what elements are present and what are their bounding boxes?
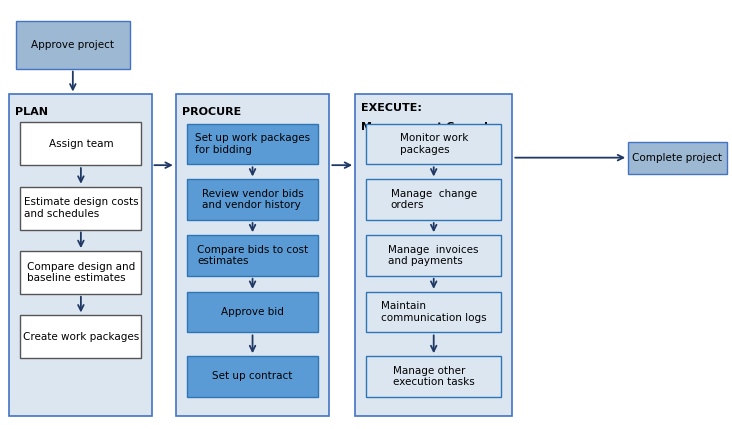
- FancyBboxPatch shape: [20, 251, 141, 294]
- FancyBboxPatch shape: [187, 179, 318, 220]
- FancyBboxPatch shape: [366, 356, 501, 397]
- FancyBboxPatch shape: [20, 187, 141, 230]
- Text: Manage  change
orders: Manage change orders: [391, 189, 477, 211]
- Text: Compare bids to cost
estimates: Compare bids to cost estimates: [197, 245, 308, 266]
- Text: Maintain
communication logs: Maintain communication logs: [381, 301, 487, 323]
- Text: Review vendor bids
and vendor history: Review vendor bids and vendor history: [201, 189, 304, 211]
- FancyBboxPatch shape: [176, 94, 329, 416]
- Text: Create work packages: Create work packages: [23, 332, 139, 342]
- FancyBboxPatch shape: [366, 124, 501, 164]
- FancyBboxPatch shape: [187, 235, 318, 276]
- Text: EXECUTE:: EXECUTE:: [361, 103, 422, 113]
- FancyBboxPatch shape: [366, 179, 501, 220]
- FancyBboxPatch shape: [355, 94, 512, 416]
- FancyBboxPatch shape: [187, 356, 318, 397]
- Text: Set up work packages
for bidding: Set up work packages for bidding: [195, 133, 310, 155]
- FancyBboxPatch shape: [366, 235, 501, 276]
- Text: Compare design and
baseline estimates: Compare design and baseline estimates: [27, 262, 135, 283]
- FancyBboxPatch shape: [20, 122, 141, 165]
- Text: Management Console: Management Console: [361, 122, 496, 132]
- FancyBboxPatch shape: [16, 21, 130, 69]
- Text: Approve project: Approve project: [31, 40, 114, 50]
- Text: PLAN: PLAN: [15, 107, 48, 117]
- Text: Complete project: Complete project: [632, 153, 722, 163]
- FancyBboxPatch shape: [187, 292, 318, 332]
- Text: Estimate design costs
and schedules: Estimate design costs and schedules: [23, 197, 138, 219]
- FancyBboxPatch shape: [9, 94, 152, 416]
- FancyBboxPatch shape: [366, 292, 501, 332]
- Text: Approve bid: Approve bid: [221, 307, 284, 317]
- Text: Manage  invoices
and payments: Manage invoices and payments: [389, 245, 479, 266]
- FancyBboxPatch shape: [628, 142, 727, 174]
- FancyBboxPatch shape: [20, 315, 141, 358]
- Text: PROCURE: PROCURE: [182, 107, 241, 117]
- Text: Manage other
execution tasks: Manage other execution tasks: [393, 366, 474, 387]
- Text: Set up contract: Set up contract: [212, 372, 293, 381]
- Text: Assign team: Assign team: [48, 139, 113, 149]
- Text: Monitor work
packages: Monitor work packages: [400, 133, 468, 155]
- FancyBboxPatch shape: [187, 124, 318, 164]
